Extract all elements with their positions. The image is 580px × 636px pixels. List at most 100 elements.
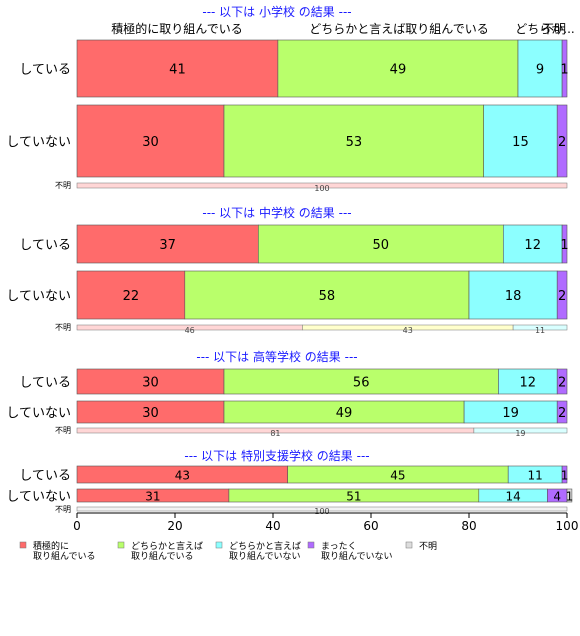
data-label: 12 — [524, 238, 541, 253]
data-label: 49 — [336, 406, 353, 421]
data-label: 43 — [175, 469, 190, 483]
unknown-row-label: 不明 — [55, 181, 71, 190]
unknown-data-label: 81 — [270, 429, 280, 438]
data-label: 1 — [560, 63, 568, 78]
bar-segment — [556, 400, 568, 424]
x-tick-label: 0 — [73, 519, 81, 533]
data-label: 1 — [566, 490, 574, 504]
bar-segment — [483, 104, 558, 178]
bar-segment — [468, 270, 558, 320]
data-label: 50 — [373, 238, 390, 253]
legend-swatch — [19, 541, 27, 549]
row-label: していない — [6, 135, 71, 150]
bar-segment — [257, 224, 504, 264]
row-label: していない — [6, 406, 71, 421]
unknown-data-label: 19 — [515, 429, 525, 438]
data-label: 19 — [502, 406, 519, 421]
data-label: 18 — [505, 289, 522, 304]
row-label: していない — [6, 289, 71, 304]
x-tick-label: 40 — [265, 519, 280, 533]
data-label: 53 — [346, 135, 363, 150]
column-header-2: どちらかと言えば取り組んでいる — [309, 22, 488, 36]
data-label: 2 — [558, 289, 566, 304]
data-label: 2 — [558, 376, 566, 391]
bar-segment — [566, 488, 573, 503]
legend-swatch — [307, 541, 315, 549]
x-tick-label: 80 — [461, 519, 476, 533]
bar-segment — [277, 39, 519, 98]
data-label: 51 — [346, 490, 361, 504]
data-label: 58 — [319, 289, 336, 304]
row-label: している — [19, 238, 71, 253]
x-tick-label: 60 — [363, 519, 378, 533]
data-label: 37 — [159, 238, 176, 253]
data-label: 22 — [123, 289, 140, 304]
legend-label: まったく — [321, 541, 357, 552]
column-header-3: どちらか... — [515, 22, 574, 36]
bar-segment — [556, 270, 568, 320]
unknown-segment — [473, 427, 568, 434]
data-label: 14 — [505, 490, 520, 504]
legend-swatch — [405, 541, 413, 549]
data-label: 2 — [558, 135, 566, 150]
row-label: していない — [6, 490, 71, 505]
unknown-data-label: 46 — [185, 326, 195, 335]
legend-label: 積極的に — [33, 540, 69, 552]
data-label: 30 — [142, 135, 159, 150]
unknown-segment — [512, 324, 568, 331]
row-label: している — [19, 63, 71, 78]
unknown-data-label: 43 — [403, 326, 413, 335]
panel-title: --- 以下は 特別支援学校 の結果 --- — [184, 448, 369, 463]
bar-segment — [561, 465, 568, 484]
legend-label: 取り組んでいる — [131, 550, 194, 562]
data-label: 11 — [528, 469, 543, 483]
data-label: 9 — [536, 63, 544, 78]
row-label: している — [19, 376, 71, 391]
bar-segment — [223, 104, 485, 178]
unknown-row-label: 不明 — [55, 323, 71, 332]
bar-segment — [223, 368, 499, 395]
data-label: 15 — [512, 135, 529, 150]
bar-segment — [556, 368, 568, 395]
column-header-4: 不明 — [542, 22, 566, 36]
legend-swatch — [215, 541, 223, 549]
panel-title: --- 以下は 高等学校 の結果 --- — [196, 349, 357, 364]
data-label: 30 — [142, 376, 159, 391]
data-label: 41 — [169, 63, 186, 78]
bar-segment — [184, 270, 470, 320]
bar-segment — [556, 104, 568, 178]
data-label: 1 — [561, 469, 569, 483]
legend-label: 不明 — [419, 541, 437, 552]
data-label: 56 — [353, 376, 370, 391]
bar-segment — [76, 270, 186, 320]
data-label: 1 — [560, 238, 568, 253]
bar-segment — [76, 104, 225, 178]
unknown-segment — [76, 182, 568, 189]
legend-swatch — [117, 541, 125, 549]
bar-segment — [561, 39, 568, 98]
x-tick-label: 20 — [167, 519, 182, 533]
legend-label: どちらかと言えば — [229, 540, 301, 552]
legend-label: 取り組んでいない — [321, 550, 393, 562]
legend-label: 取り組んでいない — [229, 550, 301, 562]
legend-label: 取り組んでいる — [33, 550, 96, 562]
unknown-segment — [76, 506, 568, 512]
bar-segment — [76, 368, 225, 395]
x-tick-label: 100 — [556, 519, 579, 533]
panel-title: --- 以下は 小学校 の結果 --- — [202, 4, 351, 19]
bar-segment — [561, 224, 568, 264]
legend-label: どちらかと言えば — [131, 540, 203, 552]
data-label: 31 — [145, 490, 160, 504]
bar-segment — [76, 224, 259, 264]
unknown-data-label: 11 — [535, 326, 545, 335]
data-label: 45 — [390, 469, 405, 483]
panel-title: --- 以下は 中学校 の結果 --- — [202, 205, 351, 220]
data-label: 4 — [553, 490, 561, 504]
data-label: 12 — [520, 376, 537, 391]
unknown-data-label: 100 — [314, 507, 329, 516]
column-header-1: 積極的に取り組んでいる — [111, 21, 242, 36]
unknown-row-label: 不明 — [55, 426, 71, 435]
data-label: 30 — [142, 406, 159, 421]
data-label: 49 — [390, 63, 407, 78]
